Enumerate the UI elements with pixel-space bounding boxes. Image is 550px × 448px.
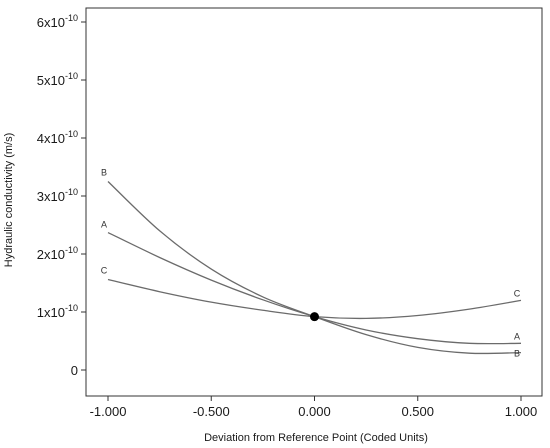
plot-frame	[85, 7, 543, 397]
x-axis-title: Deviation from Reference Point (Coded Un…	[204, 432, 428, 444]
x-tick-label: -1.000	[90, 404, 127, 419]
y-tick-label: 6x10-10	[37, 13, 78, 30]
y-tick-label: 3x10-10	[37, 187, 78, 204]
y-tick-label: 0	[71, 363, 78, 378]
series-b-label-left: B	[101, 168, 107, 178]
x-tick-label: 0.000	[298, 404, 331, 419]
y-axis-title: Hydraulic conductivity (m/s)	[3, 133, 15, 267]
series-c-label-left: C	[101, 266, 108, 276]
series-b-line	[107, 181, 522, 355]
y-tick-label: 4x10-10	[37, 129, 78, 146]
y-tick-label: 2x10-10	[37, 245, 78, 262]
series-c-label-right: C	[514, 288, 521, 298]
y-tick-label: 5x10-10	[37, 71, 78, 88]
series-b-label-right: B	[514, 349, 520, 359]
series-a-label-right: A	[514, 331, 520, 341]
reference-point-marker	[310, 312, 319, 322]
y-axis-title-text: Hydraulic conductivity (m/s)	[3, 133, 15, 267]
series-a-label-left: A	[101, 220, 107, 230]
series-a-line	[107, 231, 522, 345]
x-tick-label: 1.000	[505, 404, 538, 419]
x-tick-label: -0.500	[193, 404, 230, 419]
x-tick-label: 0.500	[401, 404, 434, 419]
y-tick-label: 1x10-10	[37, 303, 78, 320]
